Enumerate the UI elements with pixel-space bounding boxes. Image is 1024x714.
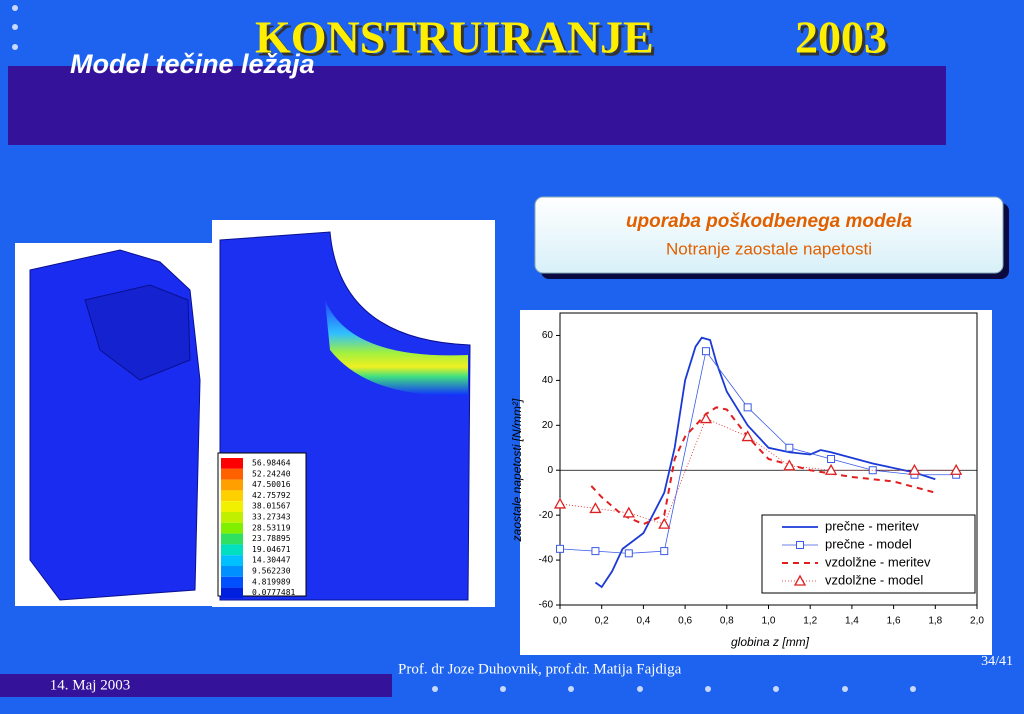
fem-legend-value: 14.30447 — [252, 556, 291, 565]
chart-area — [520, 310, 992, 655]
fem-legend-value: 42.75792 — [252, 491, 291, 500]
y-tick-label: -20 — [539, 510, 554, 521]
marker-triangle — [908, 463, 921, 475]
marker-triangle — [553, 497, 567, 509]
x-tick-label: 1,4 — [845, 616, 859, 627]
x-tick-label: 0,0 — [553, 616, 567, 627]
fem-legend-swatch — [221, 522, 243, 534]
marker-triangle — [589, 502, 602, 514]
y-tick-label: 40 — [542, 375, 554, 386]
fem-legend-swatch — [221, 533, 243, 545]
fem-legend-value: 28.53119 — [252, 523, 291, 532]
fem-bore — [84, 284, 191, 381]
fem-legend-swatch — [221, 458, 243, 469]
fem-legend-value: 33.27343 — [252, 513, 291, 522]
footer-authors: Prof. dr Joze Duhovnik, prof.dr. Matija … — [398, 661, 682, 677]
marker-triangle — [622, 506, 635, 518]
marker-square — [785, 443, 794, 452]
fem-legend-value: 19.04671 — [252, 545, 291, 554]
fem-legend-swatch — [221, 544, 243, 556]
footer-date: 14. Maj 2003 — [50, 677, 130, 693]
footer-band — [0, 674, 392, 697]
fem-legend-value: 52.24240 — [252, 469, 291, 478]
dots — [12, 5, 916, 692]
x-tick-label: 0,4 — [636, 616, 650, 627]
info-box — [534, 196, 1004, 274]
fem-legend-value: 4.819989 — [252, 577, 291, 586]
title-shadow: KONSTRUIRANJE — [258, 15, 657, 66]
series-line — [594, 336, 936, 589]
marker-square — [660, 547, 669, 556]
fem-legend-swatch — [221, 501, 243, 512]
x-tick-label: 0,6 — [678, 616, 692, 627]
legend-label: prečne - model — [825, 536, 912, 551]
marker-triangle — [824, 463, 838, 475]
legend-label: vzdolžne - model — [825, 572, 923, 587]
header-band — [8, 66, 946, 145]
title-group: KONSTRUIRANJE KONSTRUIRANJE 2003 2003 — [255, 12, 890, 66]
fem-legend-value: 9.562230 — [252, 567, 291, 576]
fem-legend-value: 56.98464 — [252, 459, 291, 468]
fem-legend-value: 47.50016 — [252, 480, 291, 489]
fem-legend-value: 0.0777481 — [252, 588, 296, 597]
marker-triangle — [950, 463, 963, 475]
x-tick-label: 0,8 — [720, 616, 734, 627]
legend-label: prečne - meritev — [825, 518, 919, 533]
fem-legend-swatch — [221, 479, 243, 491]
y-tick-label: -40 — [539, 555, 554, 566]
page-number: 34/41 — [981, 654, 1013, 669]
marker-square — [743, 403, 752, 412]
y-tick-label: 20 — [542, 420, 554, 431]
x-tick-label: 2,0 — [970, 616, 984, 627]
marker-square — [796, 541, 804, 549]
marker-square — [591, 547, 600, 556]
marker-square — [556, 544, 564, 553]
marker-triangle — [793, 574, 807, 586]
fem-legend-value: 23.78895 — [252, 534, 291, 543]
legend-label: vzdolžne - meritev — [825, 554, 931, 569]
marker-triangle — [658, 517, 671, 529]
y-tick-label: 60 — [542, 330, 554, 341]
marker-triangle — [783, 459, 796, 471]
fem-legend-swatch — [221, 555, 243, 566]
year: 2003 — [795, 12, 887, 63]
x-tick-label: 1,8 — [928, 616, 942, 627]
x-axis-title: globina z [mm] — [731, 635, 810, 649]
fem-legend-swatch — [221, 490, 243, 502]
fem-legend-swatch — [221, 587, 243, 599]
x-tick-label: 1,0 — [762, 616, 776, 627]
fem-legend-swatch — [221, 512, 243, 523]
marker-square — [701, 347, 710, 356]
title: KONSTRUIRANJE — [255, 12, 654, 63]
y-axis-title: zaostale napetosti [N/mm²] — [510, 398, 524, 542]
fem-legend-swatch — [221, 566, 243, 577]
subtitle: Model tečine ležaja — [70, 49, 315, 79]
fem-stress-zone — [325, 300, 468, 396]
marker-square — [827, 455, 836, 463]
info-title: uporaba poškodbenega modela — [626, 211, 913, 232]
fem-legend-swatch — [221, 576, 243, 588]
fem-legend-value: 38.01567 — [252, 502, 291, 511]
marker-triangle — [741, 430, 754, 442]
x-tick-label: 1,6 — [887, 616, 901, 627]
x-tick-label: 1,2 — [803, 616, 817, 627]
fem-legend-swatch — [221, 468, 243, 480]
y-tick-label: -60 — [539, 600, 554, 611]
x-tick-label: 0,2 — [595, 616, 609, 627]
marker-triangle — [699, 412, 713, 424]
info-subtitle: Notranje zaostale napetosti — [666, 239, 872, 258]
y-tick-label: 0 — [547, 465, 553, 476]
year-shadow: 2003 — [798, 15, 890, 66]
marker-square — [624, 549, 633, 558]
